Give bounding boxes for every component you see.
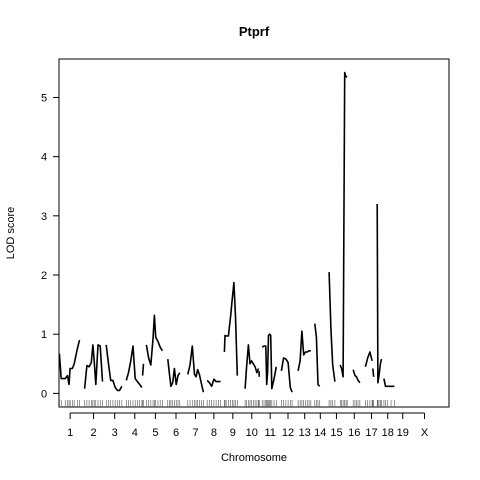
- lod-trace-chr-13: [297, 330, 311, 372]
- lod-trace-chr-12: [280, 357, 293, 393]
- x-tick-label-chr-1: 1: [67, 427, 73, 439]
- x-tick-label-chr-11: 11: [264, 427, 275, 439]
- x-tick-label-chr-17: 17: [365, 427, 377, 439]
- lod-traces: [58, 71, 395, 393]
- lod-trace-chr-8: [206, 378, 221, 388]
- lod-trace-chr-19: [376, 203, 383, 384]
- x-tick-label-chr-18: 18: [382, 427, 394, 439]
- lod-trace-chr-3: [105, 344, 123, 392]
- lod-trace-chr-9: [223, 281, 239, 376]
- lod-trace-chr-18: [364, 351, 373, 368]
- y-tick-label-0: 0: [41, 388, 47, 400]
- x-tick-label-chr-10: 10: [246, 427, 258, 439]
- x-tick-label-chr-13: 13: [299, 427, 311, 439]
- x-tick-label-chr-15: 15: [330, 427, 342, 439]
- lod-trace-chr-16: [339, 71, 348, 378]
- lod-trace-chr-14: [314, 323, 321, 387]
- x-tick-label-chr-X: X: [421, 427, 429, 439]
- x-tick-label-chr-9: 9: [230, 427, 236, 439]
- lod-trace-chr-7: [187, 345, 205, 393]
- lod-trace-chr-5: [145, 314, 164, 366]
- x-tick-label-chr-8: 8: [211, 427, 217, 439]
- chart-title: Ptprf: [239, 24, 270, 39]
- lod-trace-chr-1: [58, 339, 81, 386]
- x-tick-label-chr-16: 16: [348, 427, 360, 439]
- x-tick-label-chr-4: 4: [132, 427, 138, 439]
- x-tick-label-chr-5: 5: [152, 427, 158, 439]
- x-tick-label-chr-14: 14: [314, 427, 326, 439]
- plot-frame: [58, 58, 450, 408]
- lod-trace-chr-X: [383, 378, 395, 388]
- x-axis-label: Chromosome: [221, 452, 287, 464]
- lod-trace-chr-10: [244, 344, 260, 389]
- lod-trace-chr-6: [167, 359, 181, 388]
- lod-trace-chr-15: [328, 272, 336, 382]
- y-tick-label-1: 1: [41, 329, 47, 341]
- y-axis: 0 1 2 3 4 5: [41, 92, 60, 400]
- x-tick-label-chr-7: 7: [192, 427, 198, 439]
- x-tick-label-chr-6: 6: [173, 427, 179, 439]
- x-tick-label-chr-3: 3: [112, 427, 118, 439]
- y-tick-label-2: 2: [41, 270, 47, 282]
- x-tick-label-chr-19: 19: [397, 427, 409, 439]
- y-tick-label-3: 3: [41, 211, 47, 223]
- y-axis-label: LOD score: [5, 207, 17, 260]
- y-tick-label-4: 4: [41, 152, 47, 164]
- x-axis: 1 2 3 4 5 6 7 8 9 10 11 12 13 14 15 16 17 18 19 X: [67, 412, 429, 439]
- lod-trace-chr-4b: [141, 363, 145, 376]
- lod-trace-chr-17: [352, 369, 361, 384]
- lod-trace-chr-4: [125, 345, 143, 388]
- x-tick-label-chr-2: 2: [90, 427, 96, 439]
- lod-trace-chr-18b: [372, 368, 375, 377]
- lod-trace-chr-2: [83, 344, 104, 389]
- y-tick-label-5: 5: [41, 92, 47, 104]
- x-tick-label-chr-12: 12: [282, 427, 294, 439]
- lod-trace-chr-11: [261, 333, 278, 390]
- marker-rug: [59, 400, 395, 407]
